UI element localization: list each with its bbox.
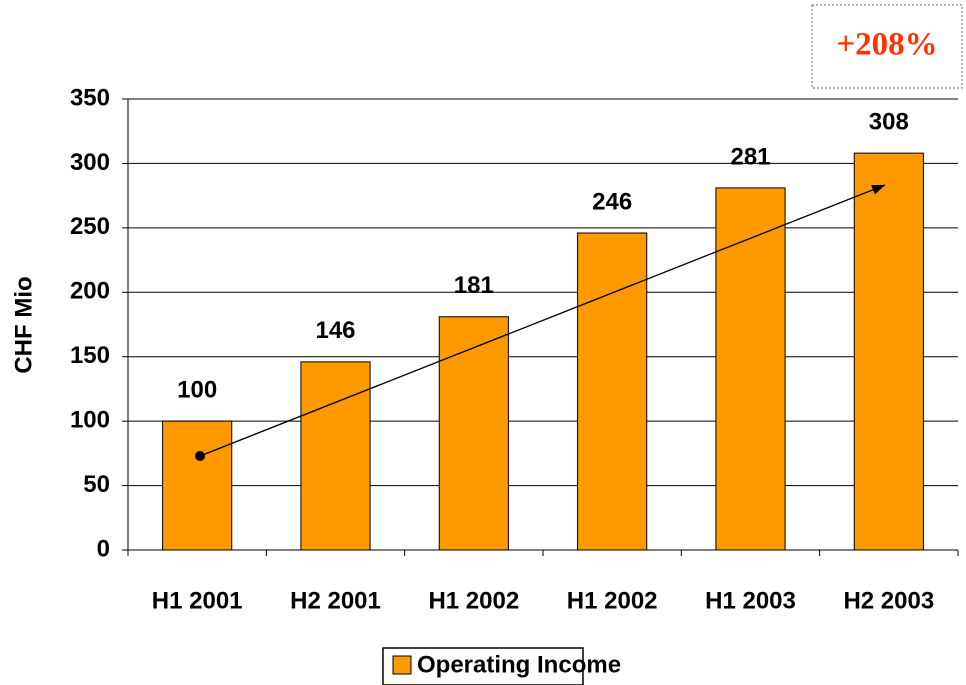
x-tick-label: H1 2002	[428, 587, 519, 614]
x-tick-label: H1 2003	[705, 587, 796, 614]
bar	[853, 152, 924, 551]
y-tick-label: 200	[70, 278, 110, 305]
y-axis-label: CHF Mio	[10, 276, 37, 373]
data-label: 281	[730, 143, 770, 170]
data-label: 100	[177, 376, 217, 403]
bar	[577, 232, 648, 551]
trend-arrow	[199, 184, 886, 457]
x-tick-label: H2 2003	[843, 587, 934, 614]
data-label: 308	[869, 108, 909, 135]
x-tick-label: H2 2001	[290, 587, 381, 614]
annotation: +208%	[836, 27, 937, 63]
plot: 0 50 100 150 200 250 300 350 H1 2001 100 H2 2001 14…	[70, 84, 959, 614]
bar	[438, 316, 509, 551]
data-label: 146	[315, 317, 355, 344]
data-label: 181	[454, 272, 494, 299]
legend-swatch	[392, 655, 412, 675]
legend	[382, 647, 584, 685]
bar	[300, 361, 371, 551]
y-tick-label: 250	[70, 213, 110, 240]
x-tick-label: H1 2001	[152, 587, 243, 614]
x-tick-label: H1 2002	[567, 587, 658, 614]
bar	[715, 187, 786, 551]
legend-label: Operating Income	[417, 651, 621, 678]
y-tick-label: 50	[83, 471, 110, 498]
arrow-start	[195, 451, 205, 461]
y-tick-label: 350	[70, 84, 110, 111]
y-tick-label: 100	[70, 406, 110, 433]
annotation-box	[811, 4, 963, 89]
y-tick-label: 150	[70, 342, 110, 369]
y-tick-label: 0	[97, 535, 110, 562]
data-label: 246	[592, 188, 632, 215]
bar	[162, 420, 233, 551]
y-tick-label: 300	[70, 149, 110, 176]
